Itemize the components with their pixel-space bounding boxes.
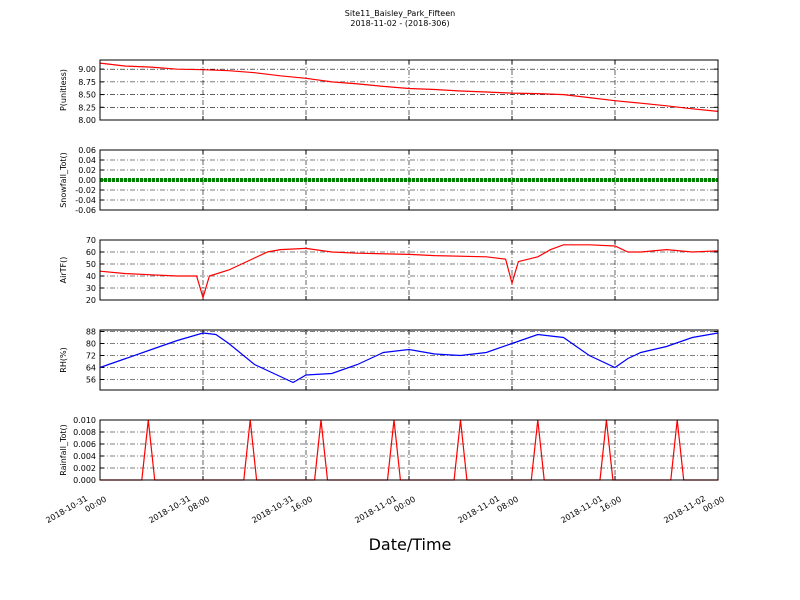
y-tick-label: 56 <box>86 376 96 385</box>
plot-frame <box>99 419 719 481</box>
plot-frame <box>99 239 719 301</box>
x-tick-label: 2018-11-0200:00 <box>662 486 726 534</box>
x-tick-label-part: 00:00 <box>84 495 108 514</box>
plot-frame <box>99 59 719 121</box>
x-tick-label: 2018-11-0116:00 <box>559 486 623 534</box>
x-tick-label-part: 2018-11-01 <box>559 494 604 525</box>
y-tick-label: -0.06 <box>75 206 96 215</box>
x-tick-label-part: 2018-10-31 <box>44 494 89 525</box>
y-axis-label: RH(%) <box>59 347 68 372</box>
chart-subtitle: 2018-11-02 - (2018-306) <box>350 19 449 28</box>
y-tick-label: 0.010 <box>73 416 96 425</box>
y-tick-label: 0.002 <box>73 464 96 473</box>
plot-frame <box>99 149 719 211</box>
y-tick-label: 0.000 <box>73 476 96 485</box>
y-tick-label: 30 <box>86 284 96 293</box>
y-tick-label: 0.00 <box>78 176 96 185</box>
y-tick-label: 0.02 <box>78 166 96 175</box>
x-tick-label: 2018-10-3100:00 <box>44 486 108 534</box>
x-tick-label-part: 2018-11-02 <box>662 494 707 525</box>
x-tick-label-part: 2018-10-31 <box>147 494 192 525</box>
y-axis-label: P(unitless) <box>59 69 68 111</box>
y-tick-label: 0.04 <box>78 156 96 165</box>
y-tick-label: 8.25 <box>78 103 96 112</box>
x-tick-label-part: 16:00 <box>599 495 623 514</box>
y-axis-label: Rainfall_Tot() <box>59 424 68 476</box>
data-line <box>99 62 719 112</box>
y-tick-label: 88 <box>86 328 96 337</box>
y-tick-label: 8.50 <box>78 91 96 100</box>
data-line <box>99 332 719 384</box>
y-axis-label: AirTF() <box>59 257 68 284</box>
y-tick-label: 9.00 <box>78 65 96 74</box>
y-tick-label: 64 <box>86 364 96 373</box>
y-tick-label: 0.008 <box>73 428 96 437</box>
y-tick-label: 50 <box>86 260 96 269</box>
y-tick-label: 60 <box>86 248 96 257</box>
y-tick-label: 40 <box>86 272 96 281</box>
x-tick-label: 2018-11-0100:00 <box>353 486 417 534</box>
y-tick-label: -0.02 <box>75 186 96 195</box>
x-tick-label: 2018-11-0108:00 <box>456 486 520 534</box>
x-tick-label-part: 08:00 <box>187 495 211 514</box>
x-tick-label: 2018-10-3116:00 <box>250 486 314 534</box>
y-tick-label: 72 <box>86 352 96 361</box>
y-tick-label: 0.006 <box>73 440 96 449</box>
x-axis-label: Date/Time <box>369 535 452 554</box>
y-tick-label: 0.06 <box>78 146 96 155</box>
x-tick-label-part: 00:00 <box>702 495 726 514</box>
y-axis-label: Snowfall_Tot() <box>59 152 68 208</box>
x-tick-label-part: 2018-11-01 <box>456 494 501 525</box>
y-tick-label: 0.004 <box>73 452 96 461</box>
y-tick-label: 8.75 <box>78 78 96 87</box>
y-tick-label: 20 <box>86 296 96 305</box>
x-tick-label-part: 2018-11-01 <box>353 494 398 525</box>
chart-title: Site11_Baisley_Park_Fifteen <box>345 9 455 18</box>
x-tick-label: 2018-10-3108:00 <box>147 486 211 534</box>
plot-frame <box>99 329 719 391</box>
x-tick-label-part: 16:00 <box>290 495 314 514</box>
x-tick-label-part: 00:00 <box>393 495 417 514</box>
y-tick-label: 70 <box>86 236 96 245</box>
y-tick-label: -0.04 <box>75 196 96 205</box>
y-tick-label: 8.00 <box>78 116 96 125</box>
x-tick-label-part: 08:00 <box>496 495 520 514</box>
data-line <box>99 244 719 300</box>
y-tick-label: 80 <box>86 340 96 349</box>
x-tick-label-part: 2018-10-31 <box>250 494 295 525</box>
